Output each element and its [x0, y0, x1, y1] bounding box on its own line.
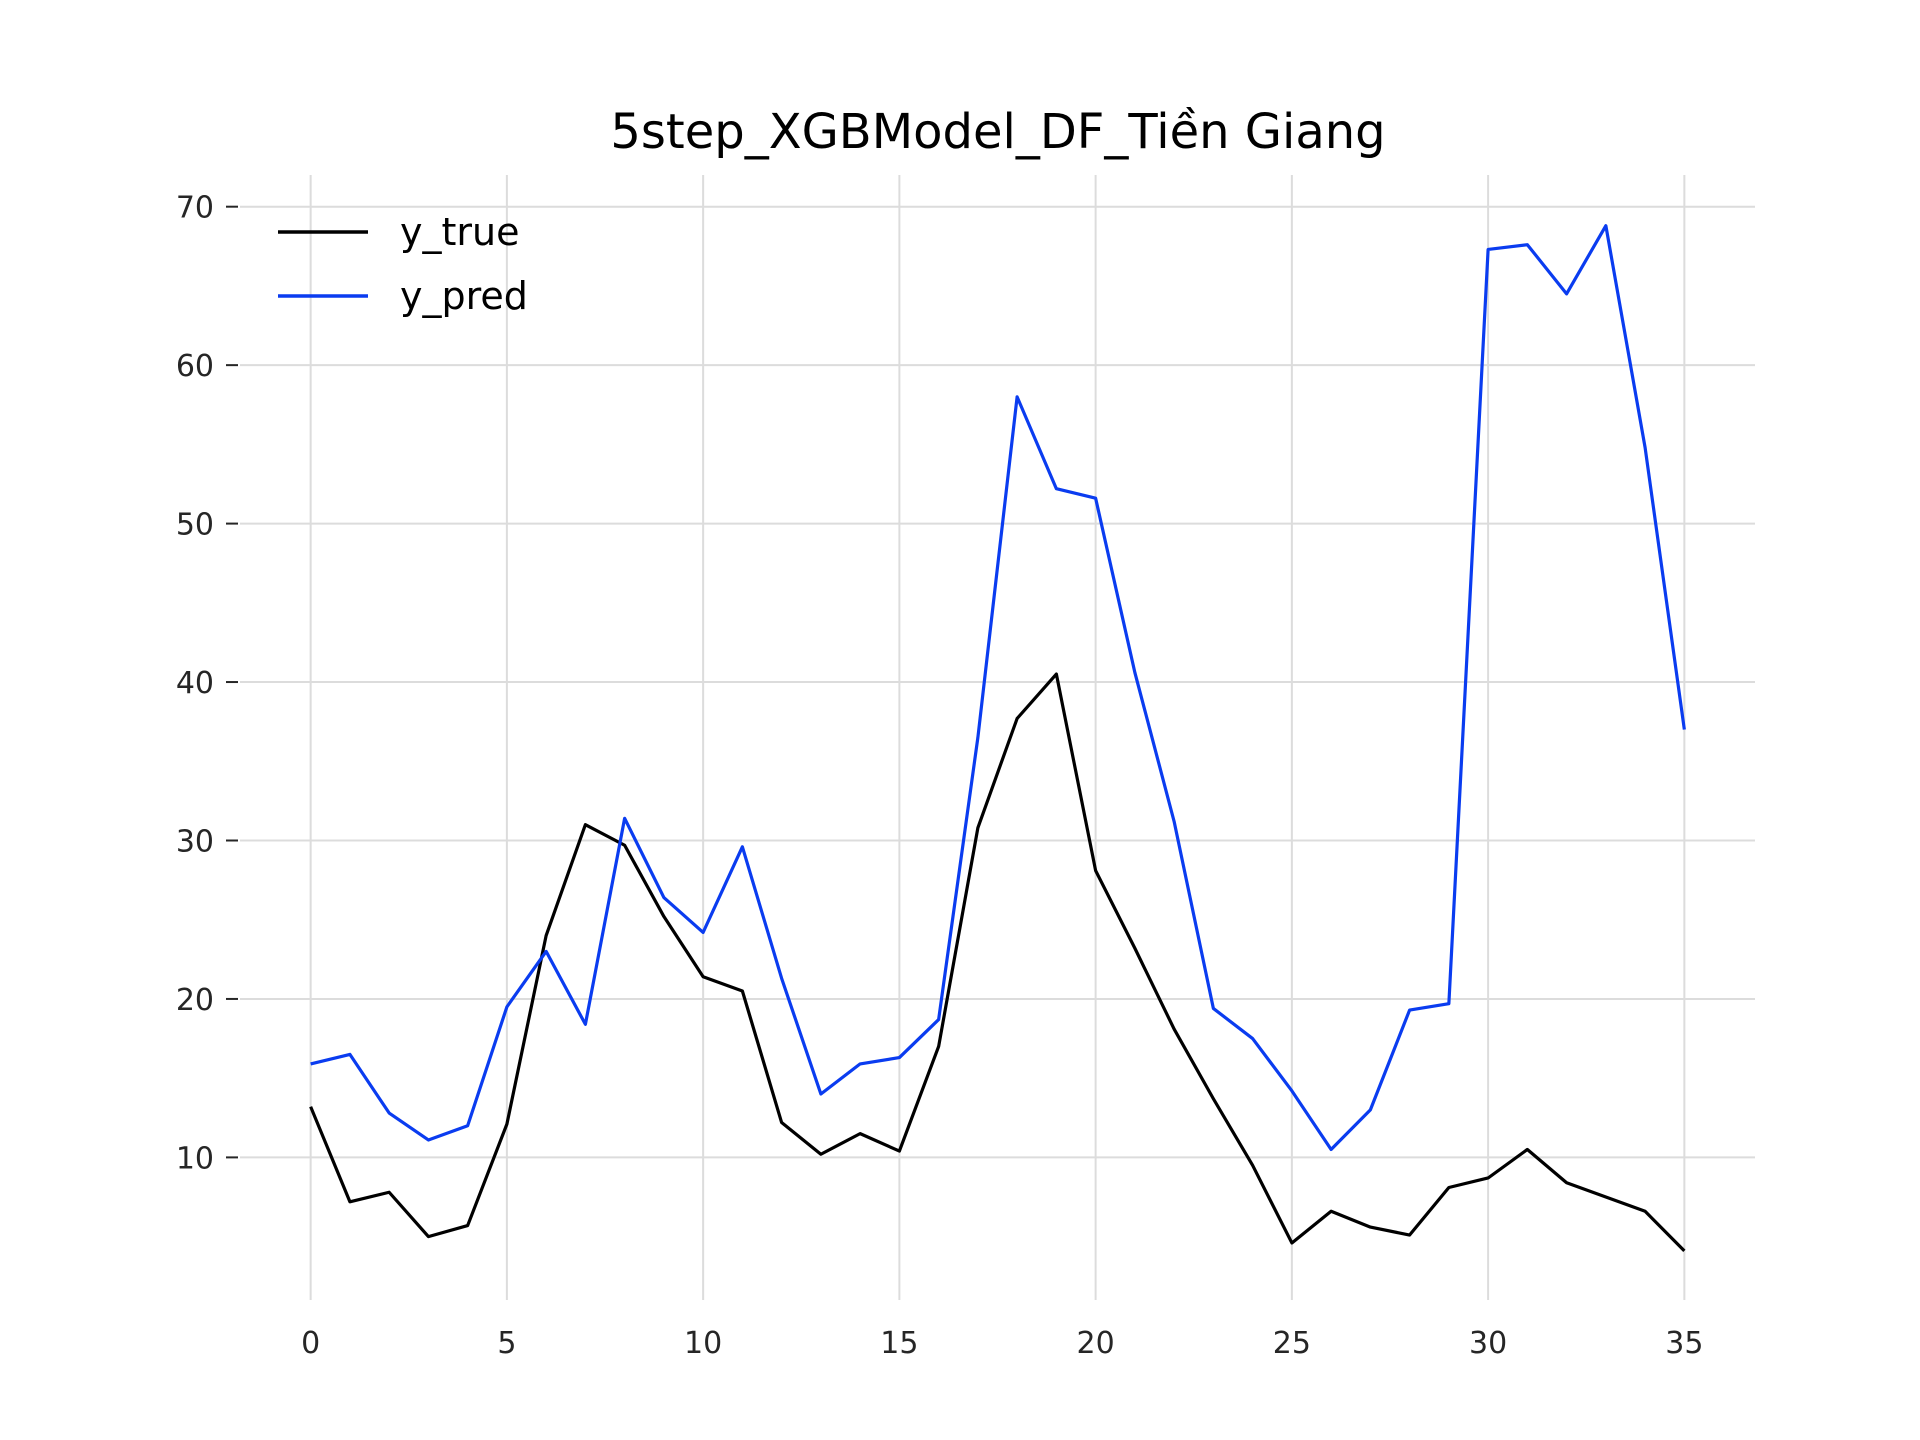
legend-label-y-pred: y_pred: [400, 274, 528, 318]
legend: y_true y_pred: [278, 210, 528, 318]
x-tick-label: 5: [497, 1326, 516, 1361]
grid: [240, 175, 1755, 1300]
x-tick-label: 30: [1469, 1326, 1507, 1361]
y-tick-label: 10: [176, 1141, 214, 1176]
legend-label-y-true: y_true: [400, 210, 519, 254]
y-tick-label: 40: [176, 666, 214, 701]
x-tick-label: 35: [1665, 1326, 1703, 1361]
x-tick-label: 25: [1273, 1326, 1311, 1361]
series-line-y-true: [309, 672, 1686, 1253]
y-tick-label: 70: [176, 191, 214, 226]
y-tick-label: 30: [176, 824, 214, 859]
x-tick-label: 10: [684, 1326, 722, 1361]
x-tick-label: 15: [880, 1326, 918, 1361]
series-lines: [309, 224, 1686, 1253]
axis-ticks: 0 5 10 15 20 25 30 35 10 20 30 40 50 60 70: [176, 191, 1704, 1361]
y-tick-label: 50: [176, 508, 214, 543]
chart-title: 5step_XGBModel_DF_Tiền Giang: [610, 104, 1385, 160]
y-tick-label: 20: [176, 983, 214, 1018]
x-tick-label: 0: [301, 1326, 320, 1361]
series-line-y-pred: [310, 224, 1686, 1152]
x-tick-label: 20: [1077, 1326, 1115, 1361]
y-tick-label: 60: [176, 349, 214, 384]
